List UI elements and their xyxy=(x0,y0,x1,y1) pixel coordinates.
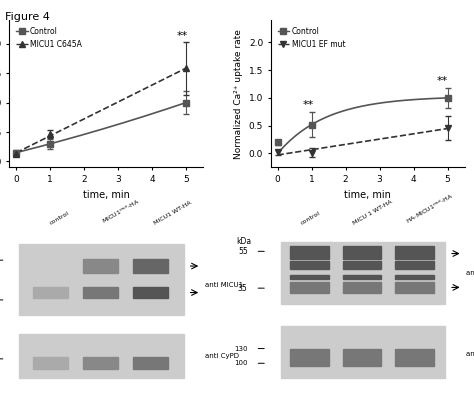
Text: **: ** xyxy=(177,30,188,41)
Bar xyxy=(133,259,168,273)
Text: MICU1$^{mut}$-HA: MICU1$^{mut}$-HA xyxy=(100,197,142,226)
Legend: Control, MICU1 EF mut: Control, MICU1 EF mut xyxy=(275,24,348,52)
Bar xyxy=(133,357,168,369)
Legend: Control, MICU1 C645A: Control, MICU1 C645A xyxy=(13,24,85,52)
Bar xyxy=(343,246,381,259)
Bar xyxy=(83,259,118,273)
Bar xyxy=(133,287,168,298)
Bar xyxy=(281,243,445,304)
Bar xyxy=(19,334,184,378)
Bar xyxy=(343,261,381,269)
Bar xyxy=(33,287,68,298)
Bar xyxy=(343,348,381,366)
Text: anti CyPD: anti CyPD xyxy=(205,353,239,359)
Text: control: control xyxy=(48,211,70,226)
Bar xyxy=(290,246,329,259)
Text: 55: 55 xyxy=(238,247,247,256)
Text: Figure 4: Figure 4 xyxy=(5,12,50,22)
Bar xyxy=(281,326,445,378)
Bar xyxy=(395,348,434,366)
Bar xyxy=(83,287,118,298)
Bar xyxy=(395,261,434,269)
Text: 35: 35 xyxy=(238,284,247,293)
Y-axis label: Normalized Ca²⁺ uptake rate: Normalized Ca²⁺ uptake rate xyxy=(234,29,243,159)
Bar xyxy=(290,261,329,269)
Bar xyxy=(290,348,329,366)
Bar xyxy=(395,246,434,259)
Bar xyxy=(290,275,329,279)
Bar xyxy=(83,357,118,369)
Bar xyxy=(395,275,434,279)
Text: anti HSP90: anti HSP90 xyxy=(466,351,474,357)
Text: 100: 100 xyxy=(234,360,247,366)
X-axis label: time, min: time, min xyxy=(344,190,391,200)
Bar xyxy=(343,282,381,293)
Text: 130: 130 xyxy=(234,346,247,352)
Text: HA-MICU1$^{mut}$-HA: HA-MICU1$^{mut}$-HA xyxy=(404,192,456,226)
Text: anti MICU1: anti MICU1 xyxy=(205,282,243,288)
Text: **: ** xyxy=(302,100,314,110)
Text: kDa: kDa xyxy=(236,237,251,245)
Bar xyxy=(19,244,184,315)
Text: MICU1 WT-HA: MICU1 WT-HA xyxy=(153,200,192,226)
Bar xyxy=(33,357,68,369)
Bar xyxy=(343,275,381,279)
Bar xyxy=(395,282,434,293)
Text: anti MICU1: anti MICU1 xyxy=(466,270,474,276)
Text: control: control xyxy=(300,211,321,226)
Bar xyxy=(290,282,329,293)
Text: MICU 1 WT-HA: MICU 1 WT-HA xyxy=(352,200,393,226)
Text: **: ** xyxy=(437,76,448,86)
X-axis label: time, min: time, min xyxy=(83,190,130,200)
